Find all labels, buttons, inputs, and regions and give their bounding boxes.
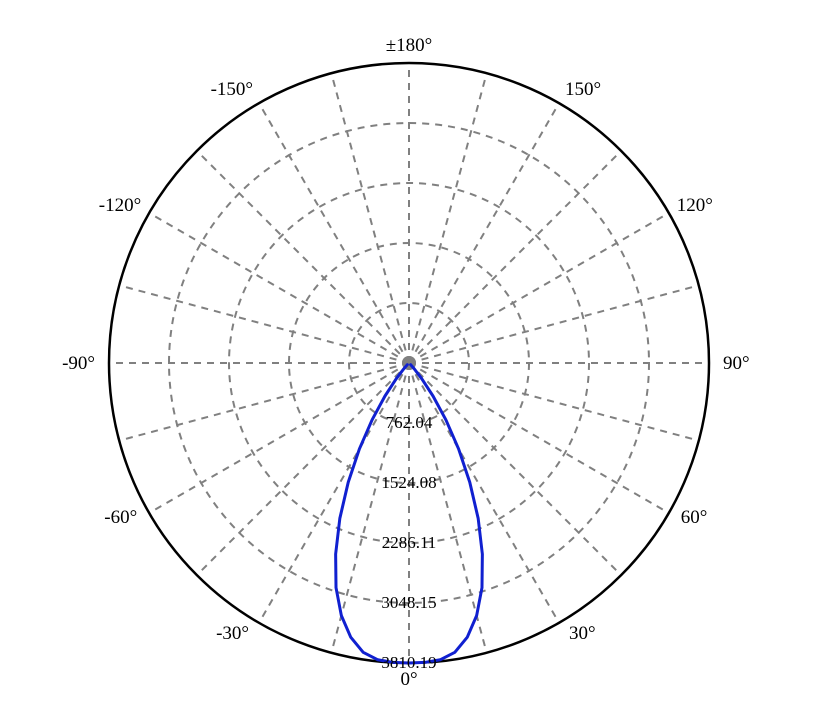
grid-spoke <box>119 285 409 363</box>
grid-spoke <box>149 213 409 363</box>
grid-spoke <box>409 363 559 623</box>
angle-label: 30° <box>569 623 596 644</box>
grid-spoke <box>409 213 669 363</box>
angle-label: -30° <box>216 623 249 644</box>
radial-label: 1524.08 <box>381 473 436 492</box>
data-series <box>336 365 483 663</box>
polar-grid <box>109 63 709 663</box>
radial-label: 762.04 <box>386 413 433 432</box>
grid-spoke <box>259 363 409 623</box>
angle-label: 150° <box>565 79 601 100</box>
angle-label: 60° <box>681 507 708 528</box>
radial-label: 3810.19 <box>381 653 436 672</box>
grid-spoke <box>409 73 487 363</box>
polar-chart: 0° 30° 60° 90° 120° 150° ±180° -150° -120° -90° -6… <box>0 0 819 726</box>
angle-label: 0° <box>400 669 417 690</box>
radial-label: 2286.11 <box>382 533 437 552</box>
grid-spoke <box>409 363 699 441</box>
angle-label: 120° <box>677 195 713 216</box>
grid-spoke <box>331 73 409 363</box>
grid-spoke <box>409 363 621 575</box>
grid-spoke <box>197 363 409 575</box>
grid-spoke <box>409 151 621 363</box>
angle-label: -60° <box>104 507 137 528</box>
angle-label: 90° <box>723 353 750 374</box>
grid-spoke <box>409 103 559 363</box>
angle-label: -150° <box>211 79 253 100</box>
grid-spoke <box>149 363 409 513</box>
radial-label: 3048.15 <box>381 593 436 612</box>
angle-label: ±180° <box>386 35 433 56</box>
grid-spoke <box>409 363 669 513</box>
series-beam-pattern <box>336 365 483 663</box>
grid-spoke <box>409 285 699 363</box>
angle-label: -120° <box>99 195 141 216</box>
grid-spoke <box>119 363 409 441</box>
grid-spoke <box>259 103 409 363</box>
angle-label: -90° <box>62 353 95 374</box>
grid-spoke <box>197 151 409 363</box>
